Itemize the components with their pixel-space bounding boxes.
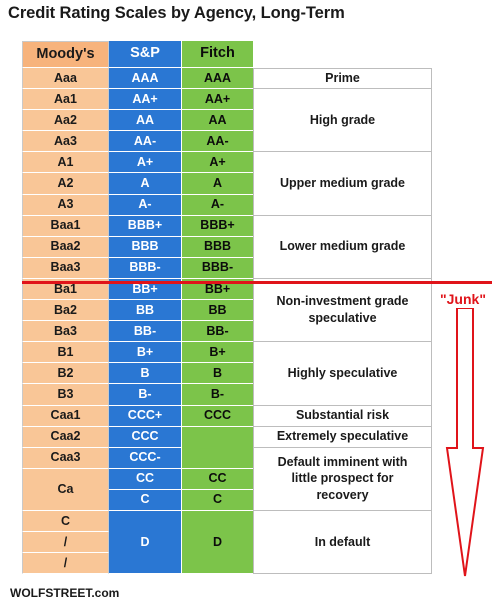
rating-moodys: Ba1 xyxy=(22,278,109,301)
category-label: Upper medium grade xyxy=(253,152,432,216)
rating-moodys: B2 xyxy=(22,363,109,385)
rating-fitch: B- xyxy=(181,384,253,406)
source-credit: WOLFSTREET.com xyxy=(10,586,120,600)
rating-fitch: AA- xyxy=(181,131,253,153)
rating-moodys: Caa1 xyxy=(22,405,109,427)
header-sp: S&P xyxy=(109,41,181,68)
rating-sp: A- xyxy=(109,194,181,216)
rating-sp: B- xyxy=(109,384,181,406)
rating-sp: BBB- xyxy=(109,257,181,279)
rating-moodys: Caa3 xyxy=(22,447,109,469)
category-label: Extremely speculative xyxy=(253,426,432,448)
rating-moodys: / xyxy=(22,532,109,554)
category-label: Substantial risk xyxy=(253,405,432,427)
rating-moodys: Ba2 xyxy=(22,300,109,322)
rating-moodys: Aa3 xyxy=(22,131,109,153)
rating-moodys: A3 xyxy=(22,194,109,216)
rating-fitch: D xyxy=(181,510,253,575)
rating-fitch: A- xyxy=(181,194,253,216)
rating-fitch: BBB xyxy=(181,236,253,258)
rating-moodys: B1 xyxy=(22,342,109,364)
rating-moodys: Caa2 xyxy=(22,426,109,448)
rating-fitch: BBB- xyxy=(181,257,253,279)
rating-fitch: BBB+ xyxy=(181,215,253,237)
chart-title: Credit Rating Scales by Agency, Long-Ter… xyxy=(8,4,345,22)
rating-fitch: C xyxy=(181,489,253,511)
header-moodys: Moody's xyxy=(22,41,109,68)
rating-sp: B+ xyxy=(109,342,181,364)
category-label: Prime xyxy=(253,68,432,90)
rating-fitch: CC xyxy=(181,468,253,490)
category-label: Highly speculative xyxy=(253,342,432,406)
rating-moodys: Aa1 xyxy=(22,89,109,111)
rating-sp: CCC+ xyxy=(109,405,181,427)
rating-moodys: C xyxy=(22,510,109,533)
rating-moodys: Baa1 xyxy=(22,215,109,237)
rating-sp: BB xyxy=(109,300,181,322)
rating-sp: BB+ xyxy=(109,278,181,301)
rating-sp: CCC xyxy=(109,426,181,448)
rating-fitch: AA+ xyxy=(181,89,253,111)
rating-table: Moody's S&P Fitch Aaa AAA AAA Aa1 AA+ AA+ Aa2 A… xyxy=(22,41,432,575)
rating-sp: D xyxy=(109,510,181,575)
rating-fitch: BB- xyxy=(181,321,253,343)
rating-fitch: CCC xyxy=(181,405,253,427)
rating-fitch: AA xyxy=(181,110,253,132)
rating-sp: C xyxy=(109,489,181,511)
category-label: In default xyxy=(253,510,432,575)
rating-sp: CCC- xyxy=(109,447,181,469)
rating-sp: BB- xyxy=(109,321,181,343)
rating-sp: BBB+ xyxy=(109,215,181,237)
category-label: Lower medium grade xyxy=(253,215,432,279)
rating-fitch: B xyxy=(181,363,253,385)
junk-threshold-line xyxy=(22,281,492,284)
rating-moodys: A2 xyxy=(22,173,109,195)
rating-moodys: Ca xyxy=(22,468,109,511)
rating-sp: BBB xyxy=(109,236,181,258)
category-label: Non-investment grade speculative xyxy=(253,278,432,343)
rating-sp: CC xyxy=(109,468,181,490)
rating-sp: B xyxy=(109,363,181,385)
rating-fitch: BB+ xyxy=(181,278,253,301)
rating-moodys: Baa2 xyxy=(22,236,109,258)
rating-fitch: B+ xyxy=(181,342,253,364)
rating-moodys: Ba3 xyxy=(22,321,109,343)
junk-down-arrow-icon xyxy=(445,308,485,577)
rating-moodys: / xyxy=(22,553,109,575)
rating-moodys: Baa3 xyxy=(22,257,109,279)
rating-fitch xyxy=(181,426,253,469)
rating-fitch: BB xyxy=(181,300,253,322)
rating-fitch: A+ xyxy=(181,152,253,174)
rating-sp: A xyxy=(109,173,181,195)
rating-moodys: Aaa xyxy=(22,68,109,90)
rating-sp: AA- xyxy=(109,131,181,153)
category-label: High grade xyxy=(253,89,432,153)
junk-label: "Junk" xyxy=(440,291,486,307)
header-fitch: Fitch xyxy=(181,41,253,68)
rating-moodys: Aa2 xyxy=(22,110,109,132)
rating-moodys: A1 xyxy=(22,152,109,174)
rating-sp: AA xyxy=(109,110,181,132)
rating-sp: AA+ xyxy=(109,89,181,111)
rating-sp: AAA xyxy=(109,68,181,90)
rating-sp: A+ xyxy=(109,152,181,174)
rating-moodys: B3 xyxy=(22,384,109,406)
rating-fitch: A xyxy=(181,173,253,195)
rating-fitch: AAA xyxy=(181,68,253,90)
category-label: Default imminent with little prospect fo… xyxy=(253,447,432,511)
